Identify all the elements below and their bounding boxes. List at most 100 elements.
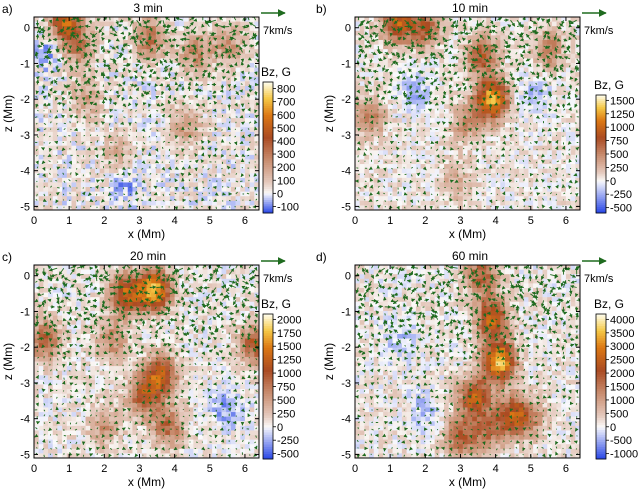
- y-tick-label: -3: [341, 378, 351, 390]
- plot-frame: [33, 16, 260, 211]
- x-tick-label: 4: [172, 463, 178, 475]
- panel-3: 0 1 2 3 4 5 6 0 -1 -2 -3 -4 -5 x (Mm) z (Mm) 20 min c) 7k…: [1, 249, 301, 489]
- x-tick-label: 3: [136, 215, 142, 227]
- colorbar-tick-label: 100: [277, 175, 295, 187]
- colorbar-tick-label: 1500: [610, 95, 634, 107]
- velocity-vectors: [34, 17, 259, 210]
- x-tick-label: 4: [493, 215, 499, 227]
- colorbar-tick-label: 1250: [277, 355, 301, 367]
- colorbar-tick-label: 1000: [277, 368, 301, 380]
- plot-frame: [354, 16, 581, 211]
- colorbar-tick-label: -500: [610, 435, 632, 447]
- y-tick-label: 0: [345, 23, 351, 35]
- x-tick-label: 0: [352, 215, 358, 227]
- colorbar-tick-label: 800: [277, 84, 295, 96]
- x-tick-label: 2: [422, 215, 428, 227]
- x-tick-label: 2: [101, 215, 107, 227]
- y-tick-label: 0: [345, 271, 351, 283]
- y-tick-label: -1: [20, 306, 30, 318]
- colorbar-tick-label: 1000: [610, 395, 634, 407]
- panel-title: 20 min: [130, 249, 166, 263]
- colorbar-tick-label: -250: [277, 435, 299, 447]
- panel-4: 0 1 2 3 4 5 6 0 -1 -2 -3 -4 -5 x (Mm) z (Mm) 60 min d) 7k…: [316, 249, 638, 489]
- reference-vector-label: 7km/s: [263, 25, 293, 37]
- y-tick-label: -5: [20, 201, 30, 213]
- reference-vector-label: 7km/s: [584, 273, 614, 285]
- velocity-vectors: [34, 265, 259, 458]
- panel-title: 3 min: [133, 1, 162, 15]
- colorbar-tick-label: 300: [277, 149, 295, 161]
- heatmap-area: [34, 17, 259, 210]
- x-tick-label: 5: [528, 463, 534, 475]
- x-tick-label: 5: [207, 215, 213, 227]
- colorbar-tick-label: 1750: [277, 328, 301, 340]
- x-axis-label: x (Mm): [449, 475, 486, 489]
- colorbar-title: Bz, G: [261, 65, 291, 79]
- x-tick-label: 3: [136, 463, 142, 475]
- colorbar-tick-label: 600: [277, 110, 295, 122]
- y-tick-label: 0: [24, 23, 30, 35]
- colorbar-tick-label: 750: [277, 382, 295, 394]
- colorbar-tick-label: 250: [610, 162, 628, 174]
- panel-label: a): [2, 2, 13, 16]
- panel-2: 0 1 2 3 4 5 6 0 -1 -2 -3 -4 -5 x (Mm) z (Mm) 10 min b) 7k…: [316, 1, 634, 241]
- y-tick-label: -5: [341, 449, 351, 461]
- colorbar-tick-label: 500: [277, 123, 295, 135]
- colorbar-tick-label: 0: [277, 422, 283, 434]
- y-axis-label: z (Mm): [322, 95, 336, 132]
- x-axis-label: x (Mm): [128, 475, 165, 489]
- x-tick-label: 4: [493, 463, 499, 475]
- y-tick-label: -2: [341, 94, 351, 106]
- x-tick-label: 6: [242, 215, 248, 227]
- velocity-vectors: [355, 17, 580, 210]
- panel-title: 60 min: [452, 249, 488, 263]
- colorbar-tick-label: 500: [610, 149, 628, 161]
- colorbar-tick-label: 1250: [610, 109, 634, 121]
- x-tick-label: 1: [387, 215, 393, 227]
- x-tick-label: 2: [101, 463, 107, 475]
- y-tick-label: -4: [341, 166, 351, 178]
- plot-frame: [354, 264, 581, 459]
- x-tick-label: 4: [172, 215, 178, 227]
- colorbar-tick-label: 500: [610, 408, 628, 420]
- x-tick-label: 1: [66, 463, 72, 475]
- colorbar-tick-label: 2500: [610, 355, 634, 367]
- colorbar-tick-label: -250: [610, 189, 632, 201]
- colorbar-tick-label: 0: [610, 422, 616, 434]
- y-axis-label: z (Mm): [1, 95, 15, 132]
- colorbar-tick-label: 700: [277, 97, 295, 109]
- reference-vector-label: 7km/s: [584, 25, 614, 37]
- y-tick-label: -5: [20, 449, 30, 461]
- y-tick-label: -1: [20, 58, 30, 70]
- x-tick-label: 5: [207, 463, 213, 475]
- y-tick-label: -2: [341, 342, 351, 354]
- y-axis-label: z (Mm): [1, 343, 15, 380]
- y-tick-label: -5: [341, 201, 351, 213]
- x-tick-label: 0: [352, 463, 358, 475]
- panel-1: 0 1 2 3 4 5 6 0 -1 -2 -3 -4 -5 x (Mm) z (Mm) 3 min a) 7km…: [1, 1, 299, 241]
- x-tick-label: 3: [457, 463, 463, 475]
- y-tick-label: -3: [20, 378, 30, 390]
- colorbar-tick-label: 3000: [610, 341, 634, 353]
- x-tick-label: 3: [457, 215, 463, 227]
- x-tick-label: 0: [31, 215, 37, 227]
- colorbar-tick-label: 0: [610, 176, 616, 188]
- y-tick-label: 0: [24, 271, 30, 283]
- y-tick-label: -3: [20, 130, 30, 142]
- panel-label: c): [2, 250, 12, 264]
- heatmap-area: [34, 265, 259, 458]
- colorbar-tick-label: 2000: [610, 368, 634, 380]
- colorbar-tick-label: 2000: [277, 314, 301, 326]
- colorbar-tick-label: -500: [277, 449, 299, 461]
- x-axis-label: x (Mm): [449, 227, 486, 241]
- reference-vector-label: 7km/s: [263, 273, 293, 285]
- panel-title: 10 min: [452, 1, 488, 15]
- x-tick-label: 6: [242, 463, 248, 475]
- colorbar-tick-label: 1500: [610, 382, 634, 394]
- x-tick-label: 0: [31, 463, 37, 475]
